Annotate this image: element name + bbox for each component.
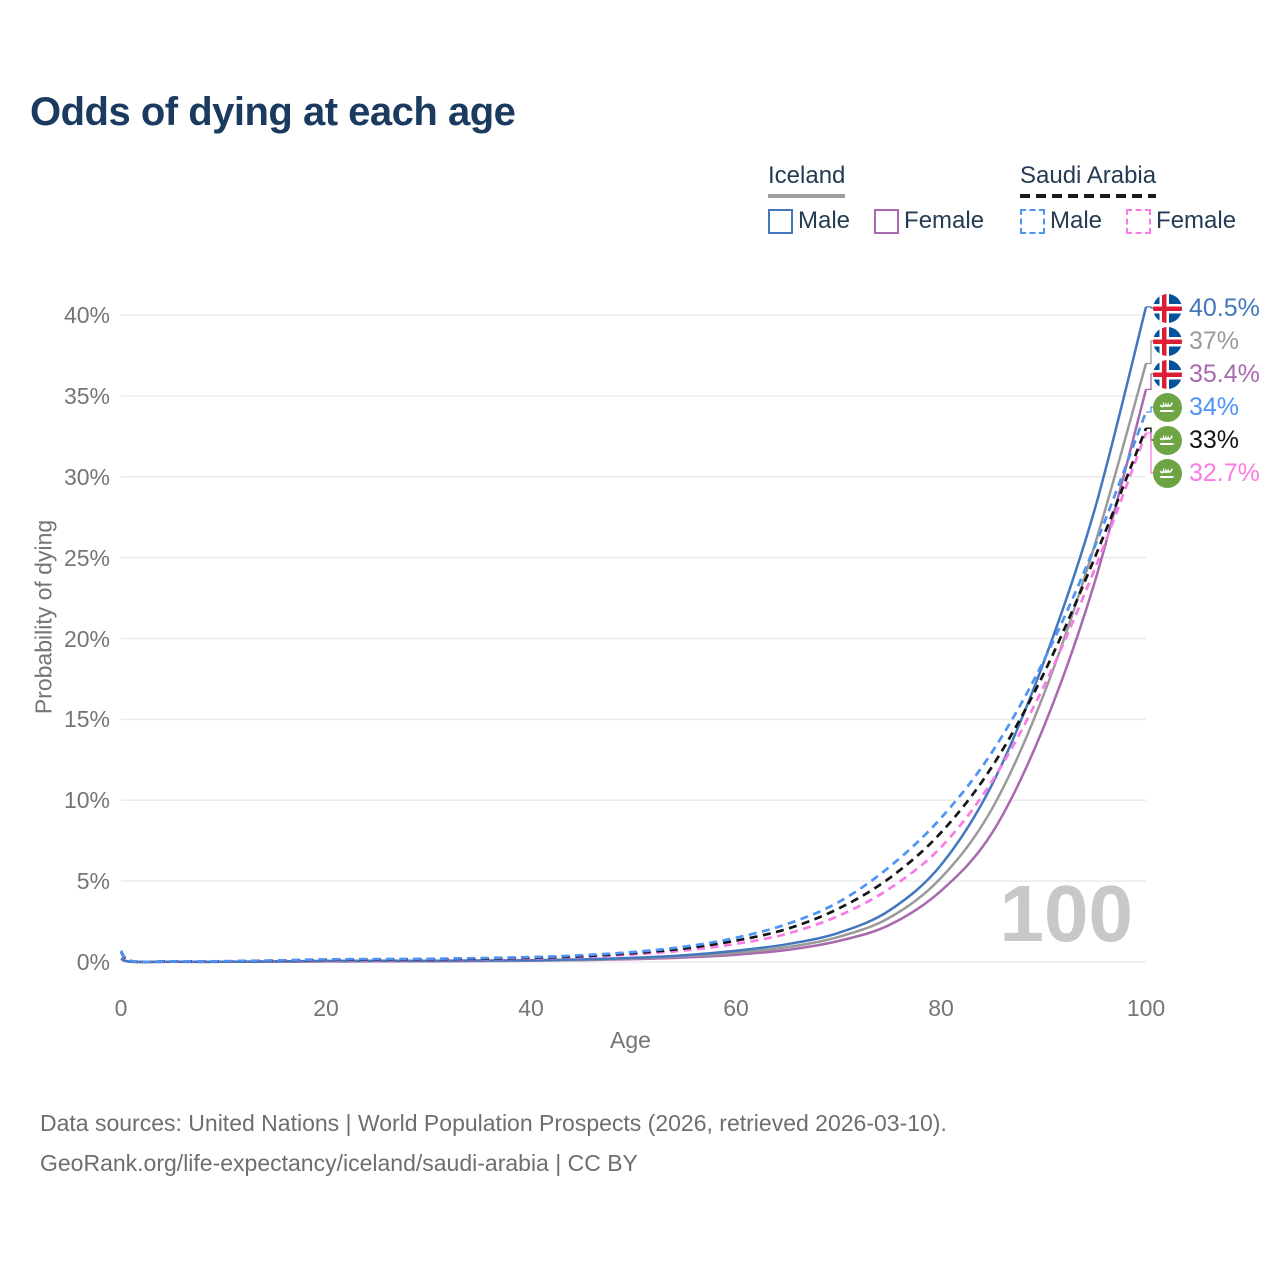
legend-group-iceland: Iceland Male Female: [768, 162, 984, 235]
x-tick-label: 60: [723, 995, 749, 1021]
series-line-iceland-both-sexes: [120, 363, 1148, 964]
saudi-arabia-flag-icon: [1153, 458, 1182, 488]
age-cursor-watermark: 100: [999, 869, 1133, 958]
end-label-saudi-arabia-both-sexes: 33%: [1153, 425, 1239, 455]
series-checkbox[interactable]: [1020, 208, 1045, 234]
legend-item-label: Female: [1156, 207, 1237, 234]
legend-line-style-sample: [1020, 194, 1157, 198]
page-title: Odds of dying at each age: [30, 90, 516, 134]
end-label-iceland-male: 40.5%: [1153, 293, 1260, 323]
legend-toggle-saudi-arabia-female[interactable]: Female: [1126, 207, 1236, 235]
legend-toggle-iceland-male[interactable]: Male: [768, 207, 850, 235]
series-checkbox[interactable]: [768, 208, 793, 234]
x-tick-label: 40: [518, 995, 544, 1021]
y-tick-label: 0%: [76, 949, 110, 975]
y-tick-label: 25%: [63, 544, 110, 571]
legend-toggle-iceland-female[interactable]: Female: [874, 207, 984, 235]
legend-country-label: Saudi Arabia: [1020, 162, 1157, 189]
end-label-value: 40.5%: [1189, 293, 1260, 322]
y-axis-title: Probability of dying: [30, 519, 57, 715]
series-line-iceland-male: [120, 306, 1148, 964]
end-label-value: 35.4%: [1189, 359, 1260, 388]
legend-item-label: Male: [798, 207, 851, 234]
end-label-iceland-both-sexes: 37%: [1153, 326, 1239, 356]
footer-attribution: GeoRank.org/life-expectancy/iceland/saud…: [40, 1150, 638, 1176]
end-label-leader-line: [1146, 340, 1154, 365]
legend-items-row: Male Female: [768, 207, 984, 235]
x-tick-label: 0: [114, 995, 128, 1021]
legend-group-saudi-arabia: Saudi Arabia Male Female: [1020, 162, 1236, 235]
end-label-leader-line: [1146, 432, 1154, 474]
y-tick-label: 5%: [76, 868, 110, 895]
footer-data-sources: Data sources: United Nations | World Pop…: [40, 1110, 947, 1136]
x-tick-label: 20: [313, 995, 339, 1021]
end-label-value: 32.7%: [1189, 458, 1260, 487]
legend-item-label: Female: [904, 207, 985, 234]
series-checkbox[interactable]: [1126, 208, 1152, 234]
series-checkbox[interactable]: [874, 208, 900, 234]
y-tick-label: 20%: [63, 625, 110, 652]
saudi-arabia-flag-icon: [1153, 392, 1182, 422]
iceland-flag-icon: [1153, 293, 1182, 323]
end-label-value: 37%: [1189, 326, 1240, 355]
legend-item-label: Male: [1050, 207, 1103, 234]
series-line-saudi-arabia-both-sexes: [119, 427, 1148, 964]
legend-toggle-saudi-arabia-male[interactable]: Male: [1020, 207, 1102, 235]
y-tick-label: 30%: [63, 463, 110, 490]
saudi-arabia-flag-icon: [1153, 425, 1182, 455]
end-label-saudi-arabia-female: 32.7%: [1153, 458, 1260, 488]
end-label-saudi-arabia-male: 34%: [1153, 392, 1239, 422]
legend-items-row: Male Female: [1020, 207, 1236, 235]
legend-line-style-sample: [768, 194, 846, 198]
legend-country-label: Iceland: [768, 162, 846, 189]
end-label-value: 33%: [1189, 425, 1240, 454]
iceland-flag-icon: [1153, 359, 1182, 389]
y-tick-label: 40%: [63, 302, 110, 328]
series-line-saudi-arabia-female: [119, 432, 1148, 964]
end-label-leader-line: [1146, 406, 1154, 413]
x-tick-label: 80: [928, 995, 954, 1021]
y-tick-label: 15%: [63, 706, 110, 733]
end-label-leader-line: [1146, 373, 1154, 391]
x-tick-label: 100: [1126, 995, 1166, 1021]
end-label-leader-line: [1146, 306, 1154, 309]
y-tick-label: 10%: [63, 787, 110, 814]
x-axis-title: Age: [610, 1027, 651, 1053]
iceland-flag-icon: [1153, 326, 1182, 356]
plot-area: [119, 306, 1154, 964]
y-tick-label: 35%: [63, 382, 110, 409]
end-label-iceland-female: 35.4%: [1153, 359, 1260, 389]
end-label-value: 34%: [1189, 392, 1240, 421]
